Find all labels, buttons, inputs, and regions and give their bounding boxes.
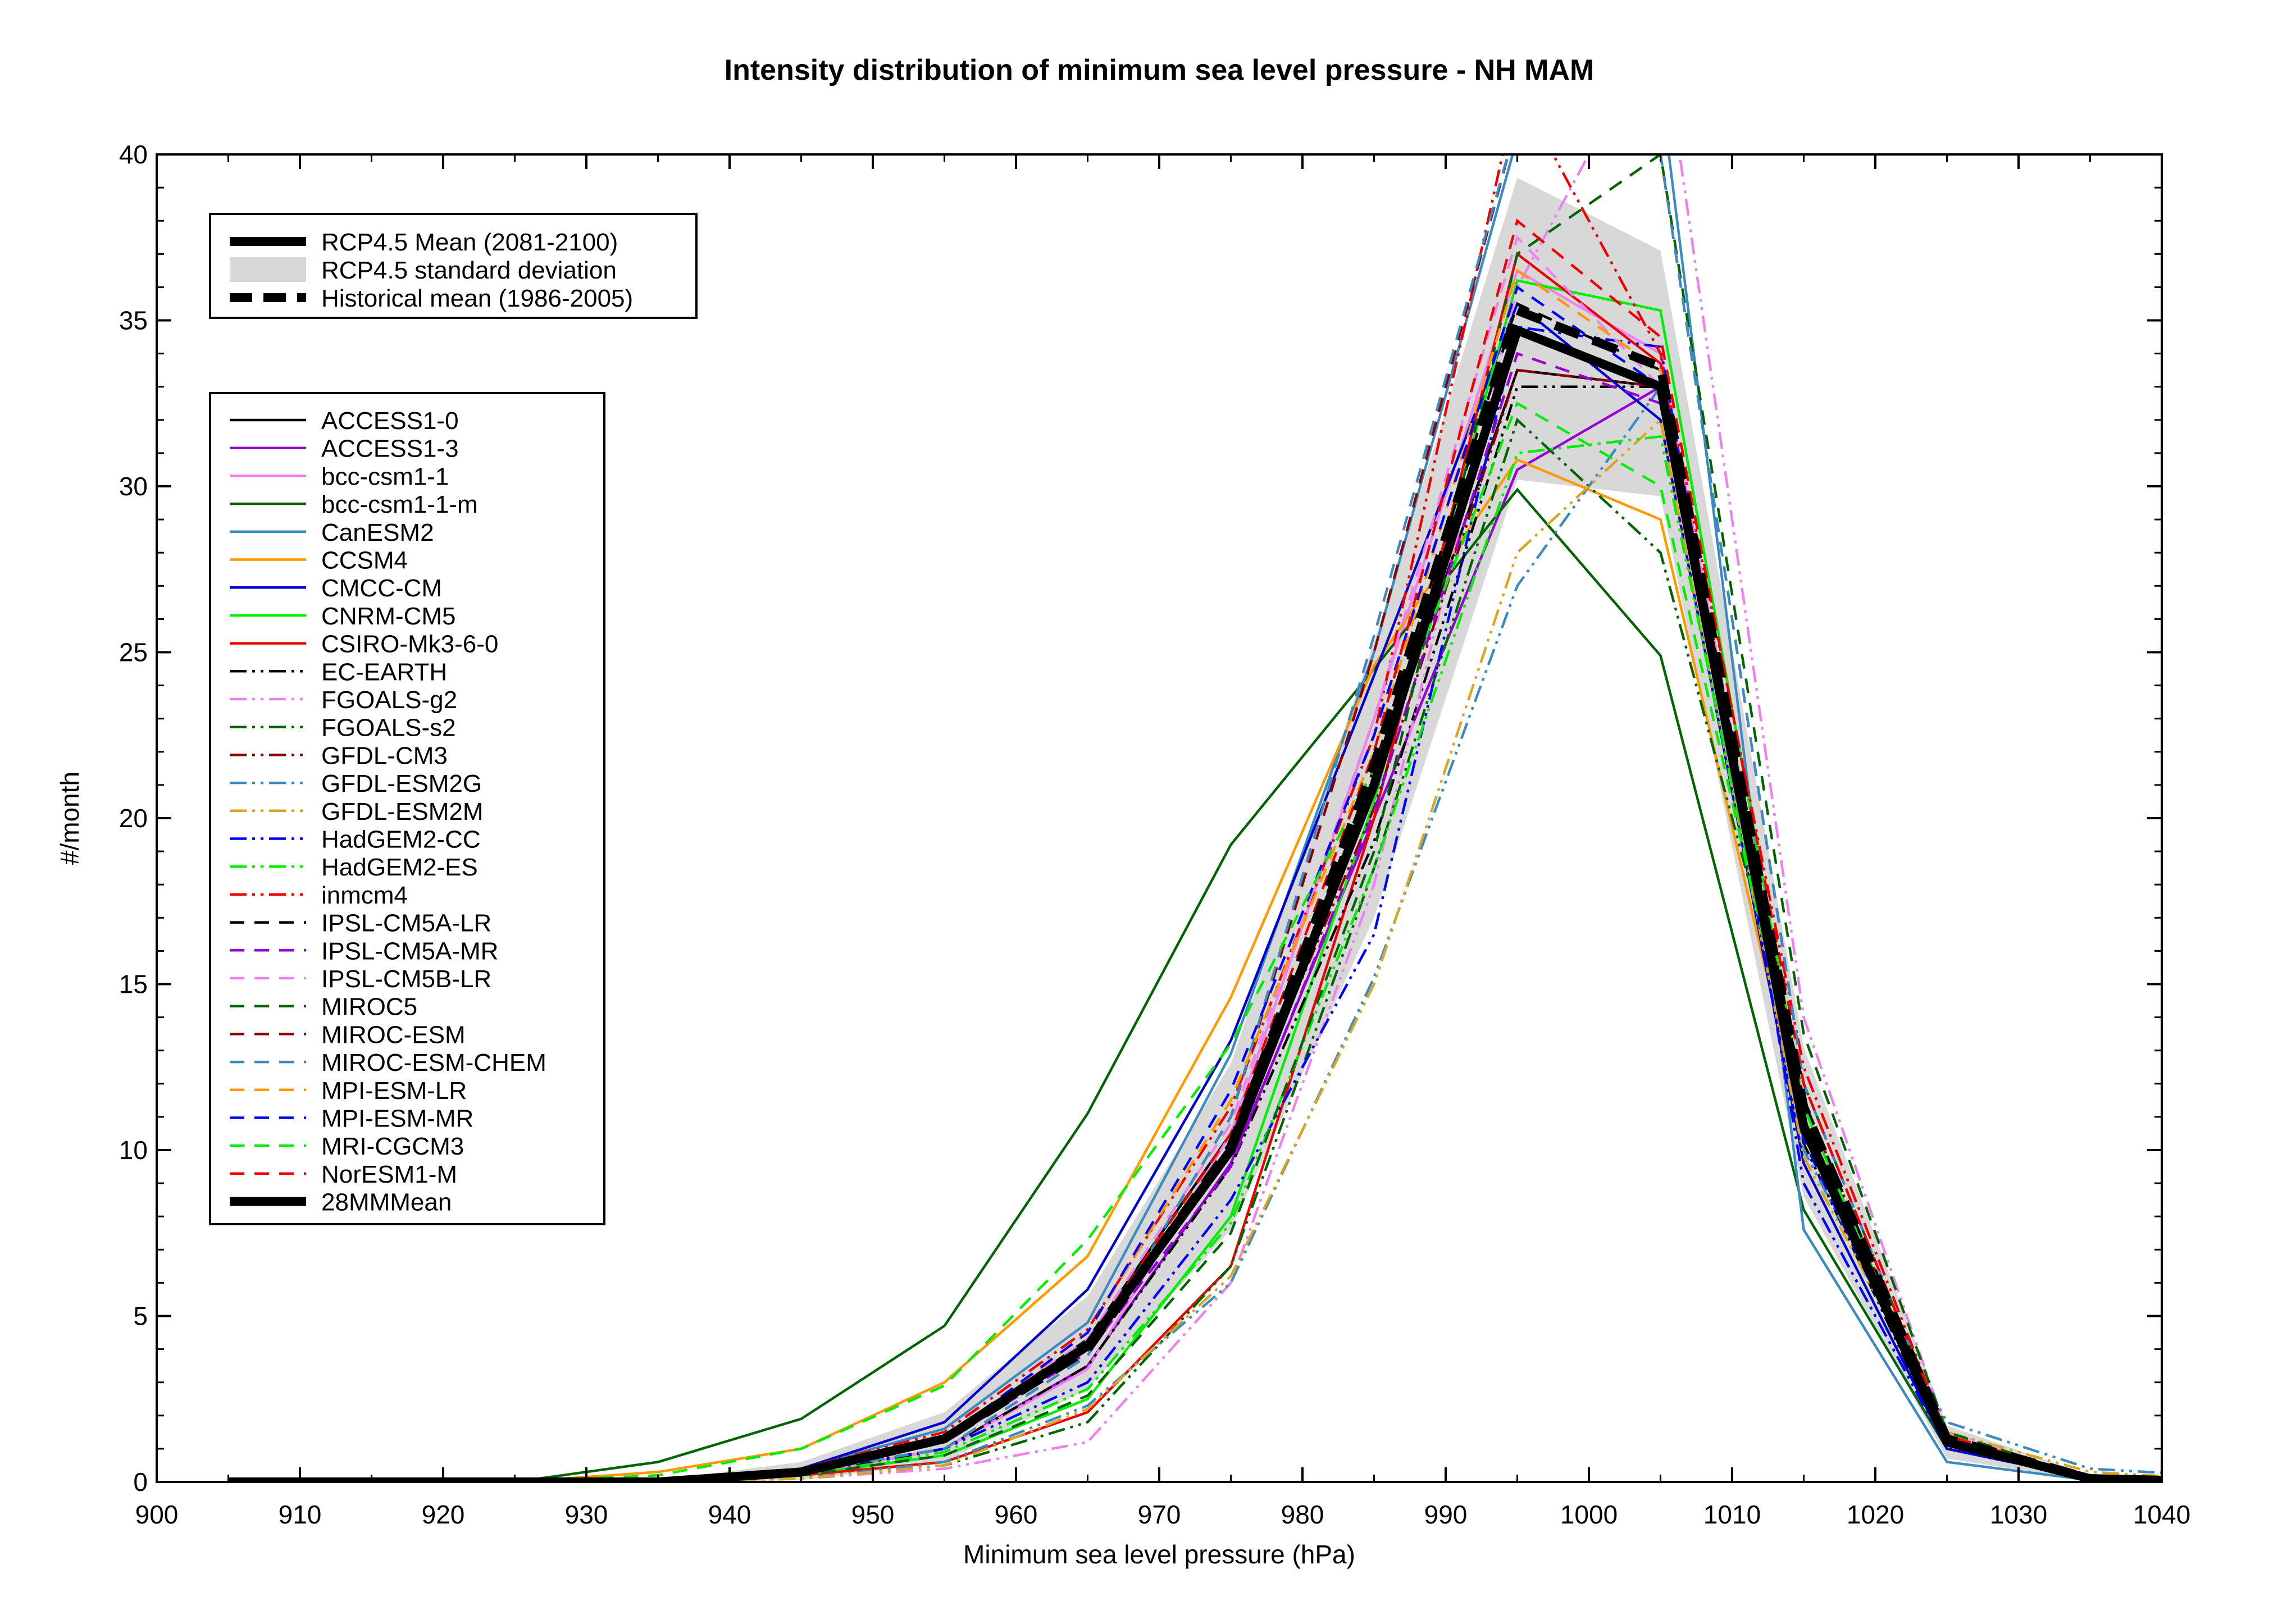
legend-label: MIROC-ESM [321, 1021, 466, 1048]
legend-main: RCP4.5 Mean (2081-2100)RCP4.5 standard d… [209, 213, 698, 319]
x-tick-label: 980 [1281, 1500, 1324, 1529]
legend-label: IPSL-CM5B-LR [321, 965, 491, 993]
legend-label: CCSM4 [321, 547, 408, 574]
legend-label: IPSL-CM5A-MR [321, 937, 498, 965]
rcp45-mean-line [228, 324, 2162, 1482]
series-line-miroc5 [228, 154, 2162, 1482]
legend-label: MIROC-ESM-CHEM [321, 1049, 546, 1076]
legend-label: FGOALS-g2 [321, 686, 457, 714]
legend-label: GFDL-ESM2G [321, 770, 482, 797]
x-tick-label: 930 [565, 1500, 608, 1529]
legend-models: ACCESS1-0ACCESS1-3bcc-csm1-1bcc-csm1-1-m… [209, 392, 605, 1225]
y-axis: 0 5 10 15 20 25 30 35 40 [119, 140, 2162, 1497]
legend-main-label: RCP4.5 Mean (2081-2100) [321, 229, 618, 256]
x-tick-label: 940 [708, 1500, 751, 1529]
y-tick-label: 25 [119, 638, 148, 667]
series-line-canesm2 [228, 154, 2162, 1482]
y-tick-label: 35 [119, 306, 148, 335]
x-tick-label: 960 [995, 1500, 1038, 1529]
x-tick-label: 1040 [2133, 1500, 2190, 1529]
series-line-noresm1-m [228, 218, 2162, 1482]
series-line-cmcc-cm [228, 302, 2162, 1482]
legend-label: CNRM-CM5 [321, 603, 456, 630]
legend-label: ACCESS1-0 [321, 407, 459, 435]
x-tick-label: 1030 [1990, 1500, 2047, 1529]
y-tick-label: 5 [133, 1302, 148, 1331]
legend-label: GFDL-CM3 [321, 742, 448, 769]
legend-label: FGOALS-s2 [321, 714, 456, 742]
legend-label: CanESM2 [321, 519, 434, 546]
x-axis-title: Minimum sea level pressure (hPa) [963, 1540, 1355, 1569]
series-line-hadgem2-cc [228, 325, 2162, 1482]
x-tick-label: 900 [135, 1500, 179, 1529]
x-tick-label: 1000 [1560, 1500, 1618, 1529]
legend-label: bcc-csm1-1 [321, 463, 449, 490]
legend-label: MPI-ESM-LR [321, 1077, 467, 1105]
legend-label: inmcm4 [321, 882, 408, 909]
y-tick-label: 10 [119, 1135, 148, 1165]
x-tick-label: 950 [851, 1500, 895, 1529]
legend-label: GFDL-ESM2M [321, 798, 483, 825]
y-axis-title: #/month [55, 772, 84, 865]
legend-label: MPI-ESM-MR [321, 1105, 473, 1133]
x-tick-label: 990 [1424, 1500, 1468, 1529]
legend-label: HadGEM2-CC [321, 826, 481, 854]
legend-main-label: Historical mean (1986-2005) [321, 285, 633, 312]
series-line-fgoals-g2 [228, 154, 2162, 1482]
x-tick-label: 910 [279, 1500, 322, 1529]
y-tick-label: 0 [133, 1467, 148, 1497]
legend-label: EC-EARTH [321, 658, 447, 686]
y-tick-label: 30 [119, 472, 148, 501]
x-tick-label: 920 [422, 1500, 465, 1529]
legend-label: MIROC5 [321, 993, 417, 1021]
legend-label: CMCC-CM [321, 574, 442, 602]
x-tick-label: 1010 [1703, 1500, 1761, 1529]
plot-area [228, 154, 2162, 1482]
chart-title: Intensity distribution of minimum sea le… [725, 54, 1595, 86]
x-tick-label: 970 [1138, 1500, 1181, 1529]
legend-label: bcc-csm1-1-m [321, 491, 478, 518]
x-axis: 900 910 920 930 940 950 960 970 980 990 1000 1010 10… [135, 154, 2190, 1529]
legend-label: IPSL-CM5A-LR [321, 910, 491, 937]
x-tick-label: 1020 [1847, 1500, 1904, 1529]
legend-main-label: RCP4.5 standard deviation [321, 257, 617, 284]
y-tick-label: 15 [119, 970, 148, 999]
y-tick-label: 40 [119, 140, 148, 169]
legend-label: MRI-CGCM3 [321, 1133, 464, 1160]
legend-label: CSIRO-Mk3-6-0 [321, 631, 498, 658]
legend-label: HadGEM2-ES [321, 854, 478, 881]
series-line-mpi-esm-lr [228, 268, 2162, 1482]
legend-main-swatch [230, 257, 306, 282]
legend-label: ACCESS1-3 [321, 435, 459, 463]
legend-label: NorESM1-M [321, 1161, 457, 1188]
legend-label: 28MMMean [321, 1189, 452, 1216]
series-line-bcc-csm1-1-m [228, 487, 2162, 1482]
std-deviation-band [228, 177, 2162, 1482]
y-tick-label: 20 [119, 804, 148, 833]
